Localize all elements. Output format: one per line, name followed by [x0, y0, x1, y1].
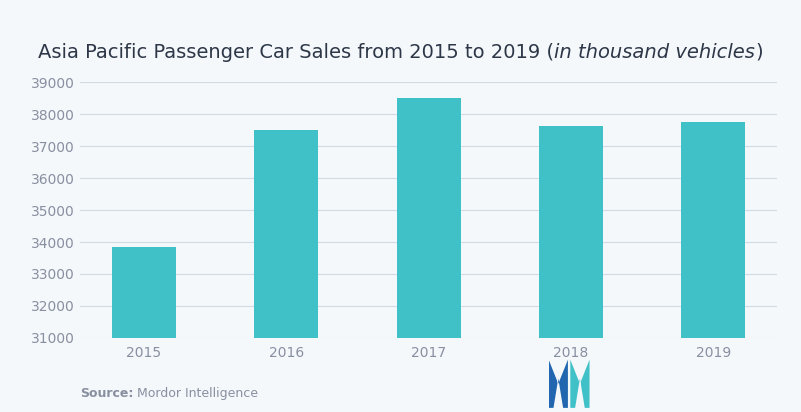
Bar	[112, 247, 176, 412]
Text: Mordor Intelligence: Mordor Intelligence	[134, 386, 259, 400]
Text: in thousand vehicles: in thousand vehicles	[554, 43, 755, 62]
Bar	[254, 130, 318, 412]
Bar	[396, 98, 461, 412]
Text: ): )	[755, 43, 763, 62]
Text: Source:: Source:	[80, 386, 134, 400]
Text: Asia Pacific Passenger Car Sales from 2015 to 2019 (: Asia Pacific Passenger Car Sales from 20…	[38, 43, 554, 62]
Bar	[539, 126, 603, 412]
Bar	[681, 122, 745, 412]
